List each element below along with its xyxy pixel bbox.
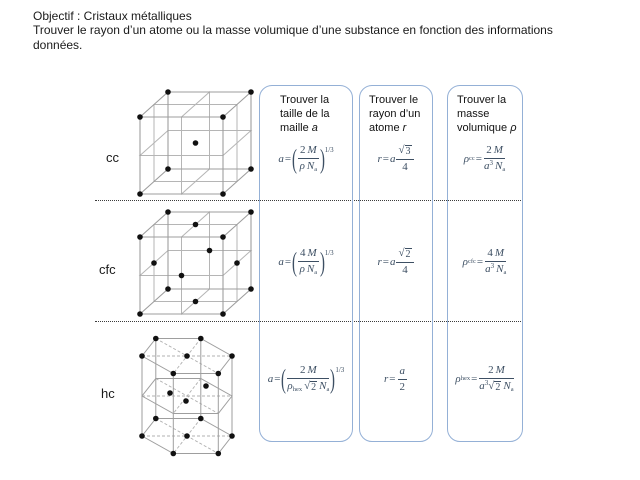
right-paren: ) (319, 143, 325, 174)
header-block: Objectif : Cristaux métalliques Trouver … (33, 9, 578, 52)
column-heading-rayon: Trouver le rayon d’un atome r (360, 86, 432, 135)
right-paren: ) (319, 246, 325, 277)
formula-cc-rayon: r = a √ 3 4 (377, 144, 414, 173)
left-paren: ( (292, 143, 298, 174)
heading-var: ρ (510, 122, 517, 135)
column-box-rayon: Trouver le rayon d’un atome r r = a √ 3 4 r = a… (359, 85, 433, 442)
radical-sign: √ (398, 247, 405, 260)
right-paren: ) (330, 363, 336, 394)
heading-var: r (402, 122, 407, 135)
column-heading-maille: Trouver la taille de la maille a (260, 86, 352, 135)
heading-text: Trouver la taille de la maille (280, 94, 330, 135)
struct-label-cc: cc (106, 150, 119, 165)
radical-sign: √ (304, 380, 311, 393)
struct-label-cfc: cfc (99, 262, 116, 277)
radical-sign: √ (398, 144, 405, 157)
heading-text: Trouver la masse volumique (457, 94, 511, 135)
heading-text: Trouver le rayon d’un atome (369, 94, 421, 135)
column-heading-masse-volumique: Trouver la masse volumique ρ (448, 86, 522, 135)
row-separator-1 (95, 200, 523, 201)
struct-label-hc: hc (101, 386, 115, 401)
crystal-diagram-cc (137, 89, 254, 197)
heading-var: a (311, 122, 318, 135)
left-paren: ( (281, 363, 287, 394)
radical-sign: √ (488, 380, 495, 393)
page-title: Objectif : Cristaux métalliques (33, 9, 192, 23)
left-paren: ( (292, 246, 298, 277)
row-separator-2 (95, 321, 523, 322)
crystal-diagram-hc (139, 335, 235, 457)
formula-hc-rayon: r = a 2 (384, 364, 407, 393)
formula-cfc-rayon: r = a √ 2 4 (377, 247, 414, 276)
crystal-diagram-cfc (137, 209, 254, 317)
page-subtitle: Trouver le rayon d’un atome ou la masse … (33, 23, 553, 52)
